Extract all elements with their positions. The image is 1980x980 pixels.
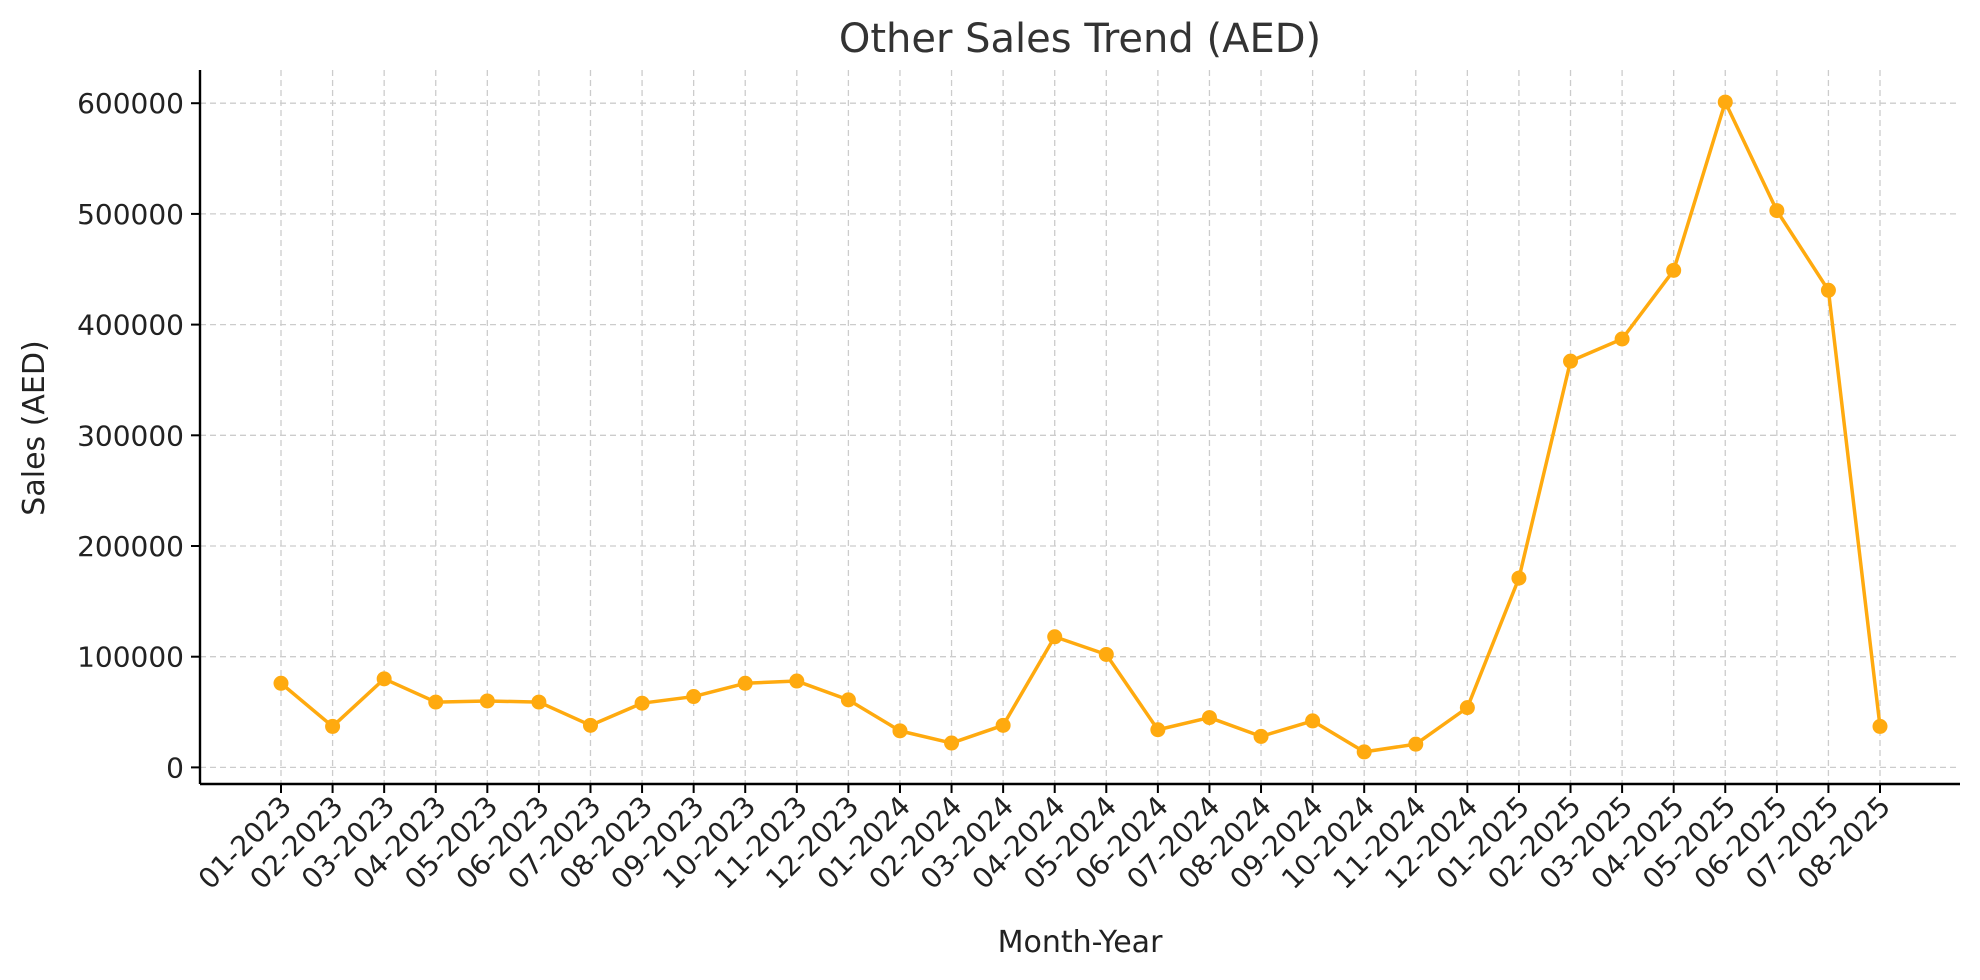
data-point	[1511, 570, 1527, 586]
data-point	[582, 717, 598, 733]
data-point	[1666, 262, 1682, 278]
chart-title: Other Sales Trend (AED)	[839, 16, 1321, 62]
data-point	[1201, 710, 1217, 726]
data-point	[995, 717, 1011, 733]
data-point	[686, 689, 702, 705]
axes-layer: 010000020000030000040000050000060000001-…	[77, 70, 1960, 896]
data-point	[1150, 722, 1166, 738]
y-tick-label: 400000	[77, 309, 184, 342]
data-point	[840, 692, 856, 708]
y-tick-label: 600000	[77, 87, 184, 120]
data-point	[1717, 94, 1733, 110]
data-point	[892, 723, 908, 739]
data-point	[325, 718, 341, 734]
x-axis-label: Month-Year	[998, 925, 1163, 960]
y-tick-label: 300000	[77, 419, 184, 452]
data-point	[1098, 646, 1114, 662]
data-point	[634, 695, 650, 711]
y-tick-label: 0	[166, 751, 184, 784]
series-layer	[273, 94, 1888, 760]
data-point	[428, 694, 444, 710]
data-point	[376, 671, 392, 687]
y-axis-label: Sales (AED)	[17, 340, 52, 515]
data-point	[1459, 700, 1475, 716]
data-point	[479, 693, 495, 709]
data-point	[531, 694, 547, 710]
data-point	[1872, 718, 1888, 734]
data-point	[789, 673, 805, 689]
data-point	[1769, 203, 1785, 219]
y-tick-label: 100000	[77, 641, 184, 674]
data-point	[273, 675, 289, 691]
data-point	[1253, 728, 1269, 744]
data-point	[1305, 713, 1321, 729]
data-point	[1408, 736, 1424, 752]
y-tick-label: 500000	[77, 198, 184, 231]
data-point	[737, 675, 753, 691]
data-point	[944, 735, 960, 751]
data-point	[1820, 282, 1836, 298]
grid-layer	[200, 70, 1960, 784]
data-point	[1356, 744, 1372, 760]
data-point	[1614, 331, 1630, 347]
data-point	[1047, 629, 1063, 645]
data-point	[1563, 353, 1579, 369]
y-tick-label: 200000	[77, 530, 184, 563]
series-line	[279, 100, 1882, 754]
